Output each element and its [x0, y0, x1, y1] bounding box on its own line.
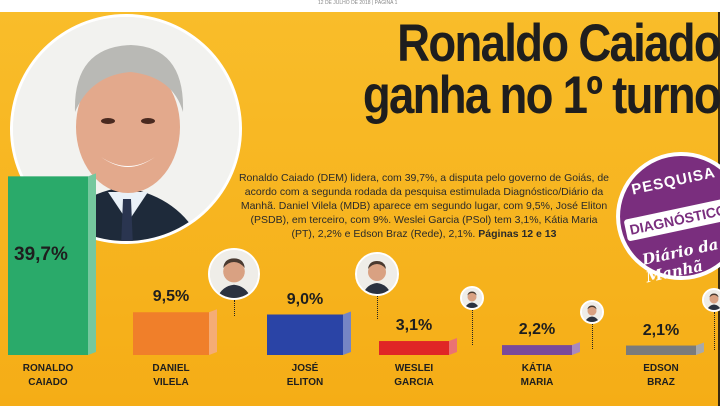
- candidate-first-name-5: KÁTIA: [521, 363, 553, 374]
- bar-value-label-4: 3,1%: [395, 317, 433, 335]
- candidate-avatar-4: [460, 286, 484, 310]
- candidate-name-1: RONALDO CAIADO: [3, 362, 93, 390]
- lead-paragraph: Ronaldo Caiado (DEM) lidera, com 39,7%, …: [238, 171, 610, 241]
- candidate-avatar-6: [702, 288, 720, 312]
- candidate-name-4: WESLEI GARCIA: [369, 362, 459, 390]
- leader-line-3: [377, 296, 378, 319]
- candidate-portrait: [10, 14, 242, 244]
- candidate-name-3: JOSÉ ELITON: [260, 362, 350, 390]
- candidate-last-name-1: CAIADO: [28, 377, 68, 388]
- candidate-avatar-3: [355, 252, 399, 296]
- bar-value-label-3: 9,0%: [286, 290, 324, 308]
- candidate-first-name-3: JOSÉ: [291, 363, 319, 374]
- leader-line-2: [234, 300, 235, 317]
- leader-line-5: [592, 324, 593, 350]
- candidate-last-name-6: BRAZ: [647, 377, 675, 388]
- candidate-avatar-5: [580, 300, 604, 324]
- candidate-avatar-2: [208, 248, 260, 300]
- portrait-illustration: [13, 17, 239, 241]
- candidate-last-name-3: ELITON: [286, 377, 324, 388]
- bar-value-label-6: 2,1%: [642, 321, 680, 339]
- candidate-last-name-2: VILELA: [153, 377, 189, 388]
- headline-line-1: Ronaldo Caiado: [397, 14, 720, 73]
- seal-middle-text: DIAGNÓSTICO: [623, 197, 720, 242]
- candidate-name-2: DANIEL VILELA: [126, 362, 216, 390]
- candidate-name-5: KÁTIA MARIA: [492, 362, 582, 390]
- headline: Ronaldo Caiado ganha no 1º turno: [307, 14, 720, 125]
- bar-value-label-2: 9,5%: [152, 288, 190, 306]
- candidate-last-name-5: MARIA: [520, 377, 554, 388]
- bar-value-label-5: 2,2%: [518, 321, 556, 339]
- leader-line-6: [714, 312, 715, 350]
- top-strip: 12 DE JULHO DE 2018 | PÁGINA 1: [0, 0, 720, 12]
- top-strip-text: 12 DE JULHO DE 2018 | PÁGINA 1: [318, 0, 398, 6]
- candidate-last-name-4: GARCIA: [394, 377, 434, 388]
- candidate-first-name-1: RONALDO: [22, 363, 74, 374]
- candidate-name-6: EDSON BRAZ: [616, 362, 706, 390]
- lead-text: Ronaldo Caiado (DEM) lidera, com 39,7%, …: [238, 172, 610, 240]
- headline-line-2: ganha no 1º turno: [362, 66, 720, 125]
- leader-line-4: [472, 310, 473, 346]
- candidate-first-name-4: WESLEI: [394, 363, 434, 374]
- bar-value-label-1: 39,7%: [14, 244, 68, 265]
- lead-pages: Páginas 12 e 13: [478, 228, 557, 240]
- candidate-first-name-6: EDSON: [643, 363, 679, 374]
- candidate-first-name-2: DANIEL: [152, 363, 190, 374]
